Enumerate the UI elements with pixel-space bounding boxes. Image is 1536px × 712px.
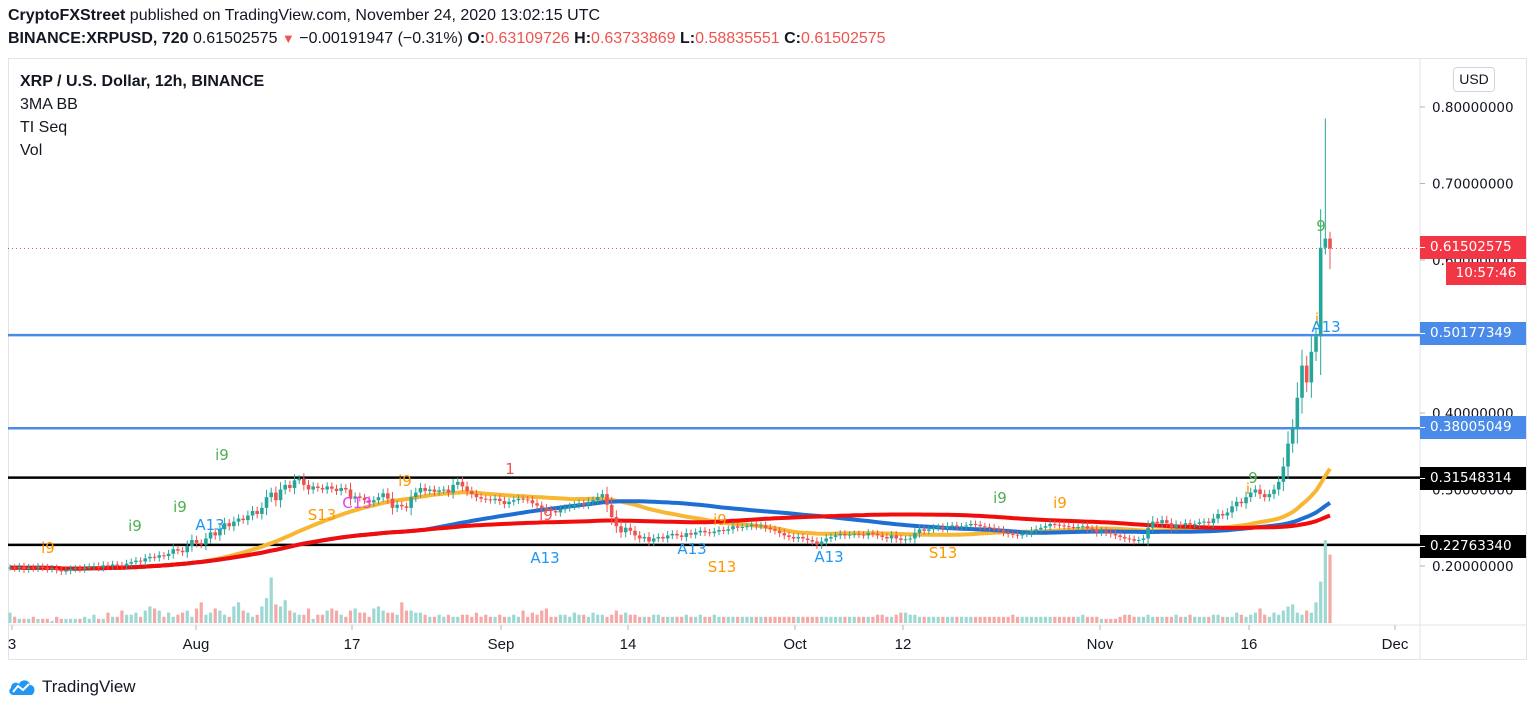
legend-indicator-3ma-bb[interactable]: 3MA BB bbox=[20, 96, 78, 113]
td-seq-label: C13 bbox=[342, 494, 372, 512]
time-axis-label: 17 bbox=[343, 636, 361, 653]
td-seq-label: A13 bbox=[1311, 318, 1340, 336]
last-price-tag: 0.61502575 bbox=[1420, 236, 1526, 259]
ma-mid-line bbox=[9, 499, 1332, 571]
price-tick-label: 0.20000000 bbox=[1432, 559, 1514, 575]
td-seq-label: i bbox=[1315, 310, 1319, 328]
hline-tag-2: 0.38005049 bbox=[1420, 416, 1526, 439]
td-seq-label: i9 bbox=[215, 446, 229, 464]
td-seq-label: i9 bbox=[539, 506, 553, 524]
author-name[interactable]: CryptoFXStreet bbox=[8, 7, 126, 24]
td-seq-label: i bbox=[1246, 480, 1250, 498]
td-seq-label: i9 bbox=[173, 498, 187, 516]
close-value: 0.61502575 bbox=[801, 30, 886, 47]
td-seq-label: S13 bbox=[308, 506, 337, 524]
symbol-ohlc-line: BINANCE:XRPUSD, 720 0.61502575 ▼ −0.0019… bbox=[8, 29, 886, 49]
bar-countdown: 10:57:46 bbox=[1446, 262, 1526, 285]
td-seq-label: A13 bbox=[195, 516, 224, 534]
low-value: 0.58835551 bbox=[695, 30, 780, 47]
td-seq-label: i9 bbox=[398, 472, 412, 490]
last-price: 0.61502575 bbox=[192, 30, 278, 47]
ma-slow-line bbox=[9, 512, 1331, 571]
price-change: −0.00191947 (−0.31%) bbox=[299, 30, 463, 47]
legend-title[interactable]: XRP / U.S. Dollar, 12h, BINANCE bbox=[20, 73, 265, 90]
symbol-label: BINANCE:XRPUSD, 720 bbox=[8, 30, 189, 47]
td-seq-label: i9 bbox=[128, 517, 142, 535]
candles bbox=[8, 118, 1332, 576]
tradingview-logo[interactable]: TradingView bbox=[8, 677, 136, 697]
open-label: O: bbox=[467, 30, 486, 47]
tradingview-cloud-icon bbox=[9, 680, 35, 695]
hline-tag-4: 0.22763340 bbox=[1420, 535, 1526, 558]
legend-indicator-vol[interactable]: Vol bbox=[20, 142, 43, 159]
last-price-tag-value: 0.61502575 bbox=[1430, 239, 1512, 255]
high-value: 0.63733869 bbox=[591, 30, 676, 47]
td-seq-label: i9 bbox=[713, 511, 727, 529]
time-axis-label: Dec bbox=[1381, 636, 1409, 653]
chart-frame bbox=[8, 58, 1527, 660]
time-axis-label: 3 bbox=[7, 636, 17, 653]
price-tick-label: 0.70000000 bbox=[1432, 177, 1514, 193]
td-seq-label: A13 bbox=[677, 540, 706, 558]
high-label: H: bbox=[574, 30, 592, 47]
price-tick-label: 0.80000000 bbox=[1432, 100, 1514, 116]
time-axis-label: Oct bbox=[783, 636, 807, 653]
tradingview-brand: TradingView bbox=[42, 677, 136, 696]
hline-tag-4-value: 0.22763340 bbox=[1430, 538, 1512, 554]
time-axis-label: 12 bbox=[894, 636, 912, 653]
td-seq-label: 1 bbox=[505, 460, 515, 478]
td-seq-label: i9 bbox=[41, 539, 55, 557]
td-seq-label: S13 bbox=[929, 544, 958, 562]
td-seq-label: i9 bbox=[993, 489, 1007, 507]
time-axis-label: 16 bbox=[1240, 636, 1258, 653]
td-seq-label: 9 bbox=[1248, 469, 1258, 487]
time-axis-label: Nov bbox=[1086, 636, 1114, 653]
volume-bars bbox=[8, 540, 1332, 623]
close-label: C: bbox=[784, 30, 802, 47]
hline-tag-2-value: 0.38005049 bbox=[1430, 419, 1512, 435]
td-seq-label: A13 bbox=[530, 549, 559, 567]
td-seq-label: S13 bbox=[708, 558, 737, 576]
publish-info: CryptoFXStreet published on TradingView.… bbox=[8, 6, 600, 26]
td-seq-label: 9 bbox=[1316, 217, 1326, 235]
currency-button[interactable]: USD bbox=[1453, 67, 1495, 92]
down-arrow-icon: ▼ bbox=[281, 31, 295, 46]
low-label: L: bbox=[680, 30, 696, 47]
time-axis-label: 14 bbox=[619, 636, 637, 653]
hline-tag-3-value: 0.31548314 bbox=[1430, 470, 1512, 486]
time-axis-label: Sep bbox=[487, 636, 515, 653]
td-seq-label: A13 bbox=[814, 548, 843, 566]
legend-indicator-ti-seq[interactable]: TI Seq bbox=[20, 119, 68, 136]
published-text: published on TradingView.com, November 2… bbox=[125, 7, 601, 24]
hline-tag-1: 0.50177349 bbox=[1420, 322, 1526, 345]
time-axis-label: Aug bbox=[182, 636, 210, 653]
chart-legend: XRP / U.S. Dollar, 12h, BINANCE 3MA BB T… bbox=[20, 70, 264, 162]
td-seq-label: i9 bbox=[1053, 494, 1067, 512]
hline-tag-3: 0.31548314 bbox=[1420, 467, 1526, 490]
hline-tag-1-value: 0.50177349 bbox=[1430, 325, 1512, 341]
open-value: 0.63109726 bbox=[485, 30, 570, 47]
